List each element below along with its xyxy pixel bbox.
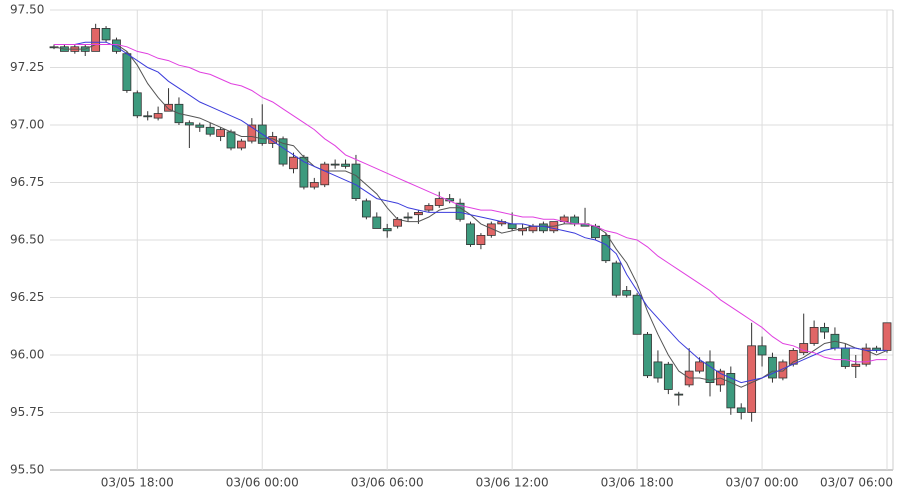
candle-body [330, 163, 340, 166]
candle-body [184, 122, 194, 126]
candle-body [122, 53, 132, 91]
moving-average-line [54, 44, 887, 363]
candle-body [351, 163, 361, 200]
candle-body [632, 294, 642, 335]
moving-average-line [54, 41, 887, 384]
candle-body [768, 356, 777, 379]
y-tick-label: 96.00 [10, 348, 44, 362]
candle-body [747, 345, 757, 413]
x-tick-label: 03/07 00:00 [726, 476, 799, 490]
candle-body [434, 198, 444, 206]
candle-body [861, 347, 871, 365]
candle-body [674, 393, 684, 396]
y-tick-label: 95.50 [10, 463, 44, 477]
candle-body [403, 216, 413, 219]
x-tick-label: 03/05 18:00 [101, 476, 174, 490]
candle-body [132, 92, 142, 117]
candle-body [882, 322, 892, 351]
candle-body [736, 407, 746, 413]
candle-body [851, 363, 861, 367]
candle-body [372, 216, 382, 229]
candle-body [455, 202, 465, 220]
x-tick-label: 03/06 18:00 [601, 476, 674, 490]
candle-body [538, 223, 548, 232]
candle-body [226, 131, 236, 149]
candle-body [778, 361, 788, 379]
candle-body [320, 163, 330, 186]
candle-body [309, 182, 319, 188]
y-tick-label: 96.25 [10, 290, 44, 304]
candle-body [205, 126, 215, 135]
candle-body [663, 363, 673, 390]
candle-body [643, 333, 652, 377]
candle-body [726, 372, 736, 409]
y-tick-label: 96.50 [10, 233, 44, 247]
y-tick-label: 97.50 [10, 3, 44, 17]
candle-body [278, 138, 288, 165]
candle-body [507, 223, 517, 229]
candle-body [820, 326, 829, 333]
y-tick-label: 97.25 [10, 60, 44, 74]
candle-body [164, 103, 173, 112]
candle-body [382, 228, 392, 232]
candle-body [153, 113, 163, 119]
candle-body [424, 205, 434, 211]
candle-body [361, 200, 371, 218]
candle-body [414, 211, 423, 216]
candle-body [101, 27, 111, 41]
candle-body [705, 361, 715, 383]
candle-body [91, 27, 101, 52]
candle-body [466, 223, 475, 245]
candle-body [143, 115, 153, 118]
candle-body [601, 234, 611, 262]
x-tick-label: 03/06 06:00 [351, 476, 424, 490]
candle-body [611, 262, 621, 296]
candle-body [247, 124, 257, 142]
candle-body [216, 129, 226, 137]
y-tick-label: 97.00 [10, 118, 44, 132]
candle-body [341, 163, 350, 167]
candle-body [809, 326, 819, 344]
candle-body [237, 140, 246, 149]
x-tick-label: 03/06 00:00 [226, 476, 299, 490]
candle-body [195, 124, 205, 128]
x-tick-label: 03/07 06:00 [820, 476, 893, 490]
candle-body [840, 347, 850, 367]
y-tick-label: 96.75 [10, 175, 44, 189]
candle-body [476, 234, 486, 245]
candle-body [757, 345, 767, 356]
candle-body [289, 156, 298, 170]
candle-body [653, 361, 663, 379]
candle-body [268, 136, 278, 144]
y-tick-label: 95.75 [10, 405, 44, 419]
candle-body [486, 223, 496, 236]
candle-body [622, 290, 632, 296]
candle-body [695, 361, 704, 372]
x-tick-label: 03/06 12:00 [476, 476, 549, 490]
